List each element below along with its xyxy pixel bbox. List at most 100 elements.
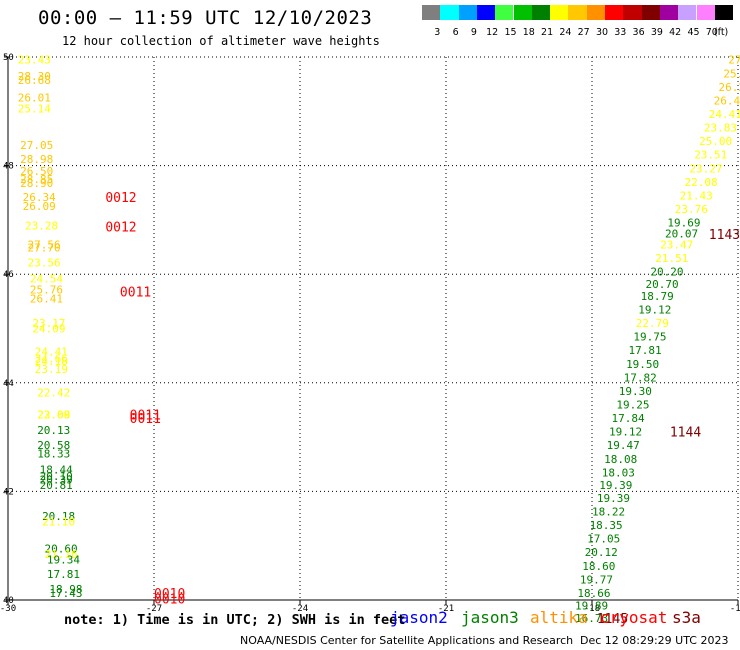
wave-height-label: 19.50	[626, 358, 659, 371]
wave-height-label: 27.05	[20, 139, 53, 152]
legend-label: 6	[452, 27, 459, 38]
wave-height-label: 17.82	[624, 371, 657, 384]
legend-label: 3	[434, 27, 441, 38]
time-label: 0012	[105, 220, 136, 235]
legend-label: 12	[486, 27, 499, 38]
wave-height-label: 19.30	[619, 385, 652, 398]
legend-label: 36	[632, 27, 645, 38]
time-label: 1143	[709, 228, 740, 243]
wave-height-label: 20.60	[45, 542, 78, 555]
legend-swatch	[641, 5, 660, 20]
wave-height-label: 20.10	[40, 470, 73, 483]
wave-height-label: 23.51	[694, 149, 727, 162]
wave-height-label: 26.42	[714, 94, 740, 107]
footer-credit: NOAA/NESDIS Center for Satellite Applica…	[240, 634, 574, 647]
wave-height-label: 28.90	[20, 177, 53, 190]
wave-height-label: 27.56	[27, 238, 60, 251]
legend-swatch	[495, 5, 514, 20]
wave-height-label: 17.43	[49, 587, 82, 600]
legend-swatch	[696, 5, 715, 20]
wave-height-label: 17.81	[629, 344, 662, 357]
satellite-cryosat: cryosat	[600, 608, 668, 627]
legend-label: 18	[522, 27, 535, 38]
legend-label: 15	[504, 27, 517, 38]
wave-height-label: 28.98	[20, 153, 53, 166]
wave-height-label: 23.56	[27, 256, 60, 269]
time-label: 0011	[130, 408, 161, 423]
wave-height-label: 26.01	[18, 92, 51, 105]
legend-label: 27	[577, 27, 590, 38]
wave-height-label: 22.79	[636, 317, 669, 330]
y-tick-label: 44	[3, 379, 14, 389]
x-tick-label: -15	[730, 604, 740, 614]
wave-height-label: 21.43	[680, 189, 713, 202]
legend-swatch	[659, 5, 679, 20]
time-label: 0011	[130, 412, 161, 427]
wave-height-label: 19.89	[575, 599, 608, 612]
legend-swatch	[440, 5, 459, 20]
wave-height-label: 19.12	[638, 303, 671, 316]
wave-height-label: 24.18	[35, 355, 68, 368]
time-label: 0011	[120, 286, 151, 301]
y-tick-label: 46	[3, 270, 14, 280]
x-tick-label: -27	[146, 604, 162, 614]
legend-swatch	[531, 5, 551, 20]
wave-height-label: 18.35	[590, 519, 623, 532]
wave-height-label: 26.27	[719, 81, 740, 94]
x-tick-label: -18	[584, 604, 600, 614]
legend-label: 9	[470, 27, 477, 38]
wave-height-label: 18.79	[641, 290, 674, 303]
chart-subtitle: 12 hour collection of altimeter wave hei…	[62, 34, 380, 48]
legend-label: 39	[650, 27, 663, 38]
footer-date: Dec 12 08:29:29 UTC 2023	[580, 634, 729, 647]
wave-height-label: 26.50	[20, 165, 53, 178]
time-label: 1145	[597, 612, 628, 627]
wave-height-label: 23.76	[675, 203, 708, 216]
wave-height-label: 23.28	[25, 219, 58, 232]
wave-height-label: 22.08	[684, 176, 717, 189]
wave-height-label: 25.91	[723, 67, 740, 80]
wave-height-label: 18.22	[592, 505, 625, 518]
wave-height-label: 18.08	[604, 453, 637, 466]
note-text: note: 1) Time is in UTC; 2) SWH is in fe…	[64, 612, 406, 628]
wave-height-label: 25.14	[18, 103, 51, 116]
wave-height-label: 19.75	[633, 331, 666, 344]
wave-height-label: 23.83	[704, 122, 737, 135]
legend-swatch	[476, 5, 496, 20]
wave-height-label: 23.47	[660, 238, 693, 251]
wave-height-label: 23.08	[37, 408, 70, 421]
wave-height-label: 17.05	[587, 533, 620, 546]
wave-height-label: 26.09	[23, 200, 56, 213]
y-tick-label: 50	[3, 53, 14, 63]
wave-height-label: 23.19	[35, 363, 68, 376]
legend-swatch	[678, 5, 697, 20]
y-tick-label: 42	[3, 487, 14, 497]
legend-swatch	[458, 5, 477, 20]
wave-height-label: 19.34	[47, 553, 80, 566]
wave-height-label: 27.70	[27, 242, 60, 255]
wave-height-label: 20.81	[40, 479, 73, 492]
legend-label: 45	[687, 27, 700, 38]
chart-axes: -30 -27 -24 -21 -18 -15 40 42 44 46 48 50	[0, 53, 740, 614]
wave-height-label: 18.60	[582, 560, 615, 573]
legend-label: 42	[669, 27, 682, 38]
legend-swatch	[513, 5, 532, 20]
wave-height-label: 18.44	[40, 464, 73, 477]
satellite-s3a: s3a	[672, 608, 701, 627]
wave-height-label: 23.27	[689, 162, 722, 175]
x-tick-label: -30	[0, 604, 16, 614]
wave-height-label: 20.39	[40, 473, 73, 486]
wave-height-label: 19.39	[597, 492, 630, 505]
legend-swatch	[605, 5, 624, 20]
time-label: 0010	[154, 587, 185, 602]
time-label: 0010	[154, 592, 185, 607]
legend-swatch	[422, 5, 441, 20]
wave-height-label: 17.81	[47, 568, 80, 581]
wave-height-label: 21.16	[45, 548, 78, 561]
wave-height-label: 19.39	[599, 479, 632, 492]
wave-height-label: 18.03	[602, 466, 635, 479]
wave-height-label: 24.41	[35, 345, 68, 358]
legend-label: 24	[559, 27, 572, 38]
